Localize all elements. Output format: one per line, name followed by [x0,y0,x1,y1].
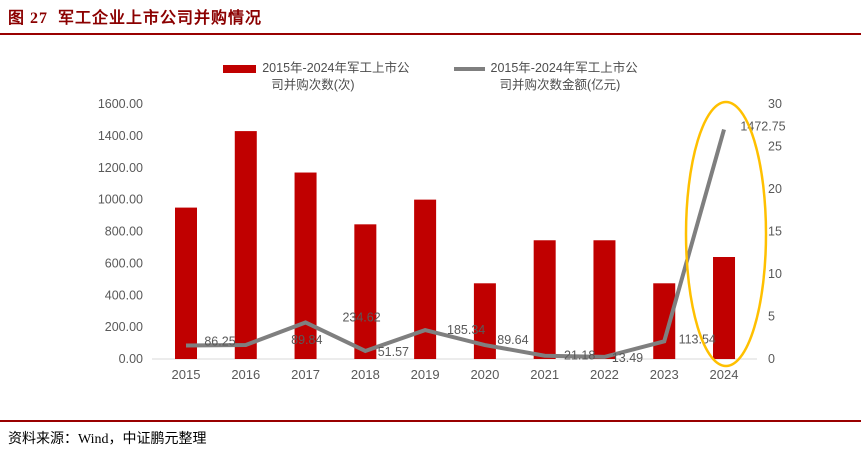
x-axis-label-2020: 2020 [470,367,499,382]
x-axis-label-2015: 2015 [172,367,201,382]
left-axis-tick-label: 800.00 [105,225,143,239]
amount-label-2016: 89.84 [291,333,322,347]
bar-2021 [533,240,556,359]
left-axis-tick-label: 1200.00 [98,161,143,175]
x-axis-label-2016: 2016 [231,367,260,382]
legend-label-amount-line1: 2015年-2024年军工上市公 [490,61,638,75]
left-axis-tick-label: 1600.00 [98,97,143,111]
left-axis-tick-label: 200.00 [105,320,143,334]
amount-label-2021: 21.18 [564,349,595,363]
bar-2019 [414,199,437,359]
amount-label-2023: 113.54 [679,332,716,346]
left-axis-tick-label: 1400.00 [98,129,143,143]
legend-label-amount-line2: 司并购次数金额(亿元) [499,78,621,92]
amount-label-2019: 185.34 [447,323,485,337]
amount-label-2017: 234.62 [342,310,380,324]
x-axis-label-2023: 2023 [650,367,679,382]
amount-label-2022: 13.49 [612,351,643,365]
legend-label-count-line1: 2015年-2024年军工上市公 [262,61,410,75]
right-axis-tick-label: 5 [768,310,775,324]
bar-2015 [175,207,197,359]
chart-legend: 2015年-2024年军工上市公 司并购次数(次) 2015年-2024年军工上… [0,60,861,94]
source-divider-rule [0,420,861,422]
bar-2024 [713,257,736,359]
amount-line [185,128,726,359]
left-axis-tick-label: 600.00 [105,256,143,270]
legend-item-amount-line: 2015年-2024年军工上市公 司并购次数金额(亿元) [453,60,638,94]
bar-2023 [653,283,676,359]
left-axis-tick-label: 400.00 [105,288,143,302]
legend-item-count-bars: 2015年-2024年军工上市公 司并购次数(次) [223,60,410,94]
x-axis-label-2017: 2017 [291,367,320,382]
bar-2018 [354,224,377,359]
x-axis-label-2018: 2018 [351,367,380,382]
legend-label-count-line2: 司并购次数(次) [271,78,355,92]
figure-title: 图 27 军工企业上市公司并购情况 [8,10,263,27]
x-axis-label-2019: 2019 [411,367,440,382]
right-axis-tick-label: 30 [768,97,782,111]
bar-2022 [593,240,616,359]
amount-label-2018: 51.57 [378,345,409,359]
left-axis-tick-label: 0.00 [119,352,143,366]
amount-label-2020: 89.64 [497,333,528,347]
source-note: 资料来源：Wind，中证鹏元整理 [8,432,207,447]
bar-series-swatch [223,65,257,73]
right-axis-tick-label: 10 [768,267,782,281]
left-axis-tick-label: 1000.00 [98,193,143,207]
bar-2017 [294,172,317,359]
bar-2016 [234,131,257,359]
legend-label-amount: 2015年-2024年军工上市公 司并购次数金额(亿元) [491,60,638,94]
merger-combo-chart: 0.00 200.00 400.00 600.00 800.00 1000.00 1200.… [98,97,786,382]
amount-label-2015: 86.25 [204,335,235,349]
x-axis-label-2024: 2024 [710,367,739,382]
bar-2020 [473,283,496,359]
title-divider-rule [0,33,861,35]
x-axis-label-2022: 2022 [590,367,619,382]
right-axis-tick-label: 20 [768,182,782,196]
right-axis-tick-label: 25 [768,140,782,154]
right-axis-tick-label: 0 [768,352,775,366]
highlight-ellipse-2024 [684,100,768,368]
legend-label-count: 2015年-2024年军工上市公 司并购次数(次) [262,60,409,94]
line-series-swatch [453,67,485,71]
x-axis-label-2021: 2021 [530,367,559,382]
right-axis-tick-label: 15 [768,225,782,239]
